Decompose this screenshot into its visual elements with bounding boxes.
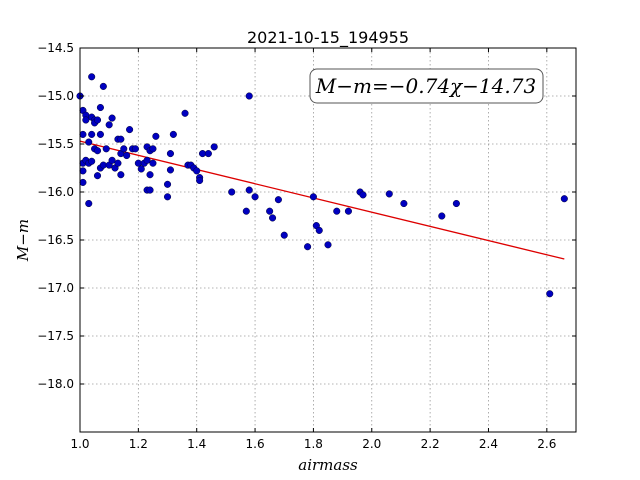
data-point bbox=[143, 156, 151, 164]
x-tick-label: 2.4 bbox=[479, 437, 498, 451]
data-point bbox=[137, 165, 145, 173]
data-point bbox=[266, 207, 274, 215]
data-point bbox=[452, 199, 460, 208]
data-point bbox=[228, 188, 236, 196]
data-point bbox=[117, 171, 125, 179]
data-point bbox=[105, 121, 113, 129]
x-axis-label: airmass bbox=[298, 456, 358, 474]
data-point bbox=[79, 167, 87, 175]
y-tick-label: −17.5 bbox=[37, 329, 74, 343]
data-point bbox=[333, 207, 341, 215]
data-point bbox=[149, 159, 157, 167]
data-point bbox=[114, 159, 122, 167]
data-point bbox=[169, 130, 177, 138]
y-tick-label: −14.5 bbox=[37, 41, 74, 55]
data-point bbox=[385, 190, 393, 198]
data-point bbox=[193, 167, 201, 175]
y-tick-label: −16.5 bbox=[37, 233, 74, 247]
data-point bbox=[242, 207, 250, 215]
data-point bbox=[359, 191, 367, 199]
data-point bbox=[126, 126, 134, 134]
data-point bbox=[251, 193, 259, 201]
y-tick-label: −18.0 bbox=[37, 377, 74, 391]
x-tick-label: 2.6 bbox=[537, 437, 556, 451]
data-point bbox=[181, 109, 189, 117]
y-tick-label: −16.0 bbox=[37, 185, 74, 199]
data-point bbox=[96, 103, 104, 112]
data-point bbox=[149, 145, 157, 153]
data-point bbox=[344, 207, 352, 215]
data-point bbox=[204, 150, 212, 158]
annotation-text: M−m=−0.74χ−14.73 bbox=[315, 74, 536, 98]
axis-ticks bbox=[79, 47, 576, 432]
data-point bbox=[96, 130, 104, 138]
data-point bbox=[93, 172, 102, 180]
data-points bbox=[76, 73, 568, 298]
data-point bbox=[400, 199, 408, 208]
data-point bbox=[85, 199, 93, 208]
data-point bbox=[438, 212, 446, 220]
data-point bbox=[117, 135, 125, 143]
grid-lines bbox=[79, 47, 576, 432]
data-point bbox=[546, 290, 554, 298]
data-point bbox=[245, 186, 253, 194]
data-point bbox=[79, 130, 87, 138]
y-tick-labels: −14.5 −15.0 −15.5 −16.0 −16.5 −17.0 −17.5 −18.0 bbox=[37, 41, 74, 391]
data-point bbox=[79, 178, 87, 186]
data-point bbox=[93, 116, 102, 124]
data-point bbox=[166, 150, 174, 158]
data-point bbox=[108, 114, 116, 122]
data-point bbox=[309, 193, 317, 201]
data-point bbox=[163, 180, 172, 188]
x-tick-label: 1.0 bbox=[70, 437, 89, 451]
data-point bbox=[166, 166, 174, 174]
chart-title: 2021-10-15_194955 bbox=[247, 28, 409, 48]
data-point bbox=[146, 171, 154, 179]
x-tick-label: 1.6 bbox=[246, 437, 265, 451]
annotation-box bbox=[309, 68, 544, 104]
data-point bbox=[163, 193, 172, 201]
data-point bbox=[245, 92, 253, 100]
x-tick-label: 1.2 bbox=[129, 437, 148, 451]
x-tick-label: 1.8 bbox=[304, 437, 323, 451]
data-point bbox=[152, 132, 160, 140]
data-point bbox=[108, 156, 116, 164]
x-tick-label: 2.2 bbox=[421, 437, 440, 451]
fit-line-layer bbox=[79, 140, 565, 260]
data-point bbox=[280, 231, 288, 239]
data-point bbox=[146, 186, 154, 194]
data-point bbox=[93, 147, 102, 155]
data-point bbox=[324, 241, 332, 249]
data-point bbox=[210, 143, 218, 151]
data-point bbox=[82, 116, 90, 124]
data-point bbox=[269, 214, 277, 222]
data-point bbox=[88, 73, 96, 81]
data-point bbox=[88, 157, 96, 165]
x-tick-label: 2.0 bbox=[362, 437, 381, 451]
data-point bbox=[304, 243, 312, 251]
data-point bbox=[102, 145, 110, 153]
y-tick-label: −17.0 bbox=[37, 281, 74, 295]
data-point bbox=[274, 196, 282, 204]
y-tick-label: −15.5 bbox=[37, 137, 74, 151]
y-tick-label: −15.0 bbox=[37, 89, 74, 103]
data-point bbox=[88, 130, 96, 138]
fit-line bbox=[79, 140, 565, 260]
data-point bbox=[123, 151, 131, 160]
data-point bbox=[196, 176, 204, 185]
data-point bbox=[85, 138, 93, 146]
data-point bbox=[315, 226, 323, 234]
data-point bbox=[120, 145, 128, 153]
x-tick-labels: 1.0 1.2 1.4 1.6 1.8 2.0 2.2 2.4 2.6 bbox=[70, 437, 556, 451]
data-point bbox=[99, 82, 107, 90]
data-point bbox=[560, 195, 568, 203]
y-axis-label: M−m bbox=[14, 219, 32, 262]
data-point bbox=[131, 145, 139, 153]
x-tick-label: 1.4 bbox=[187, 437, 206, 451]
